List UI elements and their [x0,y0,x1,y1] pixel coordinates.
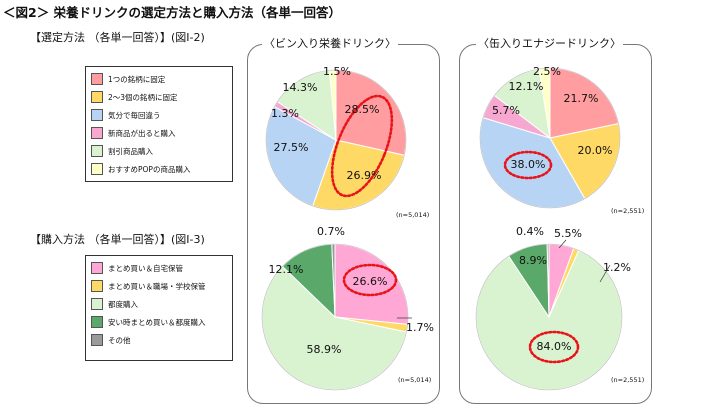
legend-label: その他 [108,335,131,345]
data-label: 28.5% [345,103,380,116]
legend-swatch [91,262,103,274]
highlight-ellipse [342,263,398,297]
data-label: 1.3% [271,107,299,120]
legend-swatch [91,73,103,85]
legend-item: その他 [91,333,131,347]
data-label: 12.1% [509,80,544,93]
legend-label: 2～3個の銘柄に固定 [108,92,178,102]
legend-swatch [91,109,103,121]
legend-item: おすすめPOPの商品購入 [91,162,190,176]
legend-item: 新商品が出ると購入 [91,126,176,140]
data-label: 38.0% [511,158,546,171]
legend-item: 1つの銘柄に固定 [91,72,165,86]
n-note-purchase-bin: (n=5,014) [398,376,432,384]
purchase-section-title: 【購入方法 （各単一回答）】(図Ⅰ-3) [30,233,205,246]
legend-swatch [91,91,103,103]
legend-item: まとめ買い＆自宅保管 [91,261,183,275]
data-label: 1.7% [406,321,434,334]
legend-swatch [91,280,103,292]
data-label: 20.0% [578,144,613,157]
legend-item: まとめ買い＆職場・学校保管 [91,279,206,293]
pie-chart-purchase-bin: 26.6% 1.7% 58.9% 12.1% 0.7% [261,225,434,391]
data-label: 26.6% [353,275,388,288]
legend-swatch [91,316,103,328]
legend-label: 新商品が出ると購入 [108,128,176,138]
selection-legend: 1つの銘柄に固定 2～3個の銘柄に固定 気分で毎回違う新商品が出ると購入 割引商品購入… [85,66,233,182]
legend-label: 割引商品購入 [108,146,153,156]
legend-item: 2～3個の銘柄に固定 [91,90,178,104]
data-label: 2.5% [533,65,561,78]
legend-swatch [91,127,103,139]
data-label: 14.3% [283,81,318,94]
legend-item: 割引商品購入 [91,144,153,158]
pie-chart-selection-bin: 28.5% 26.9% 27.5% 1.3% 14.3% 1.5% [265,65,407,211]
legend-item: 都度購入 [91,297,138,311]
leader-line [558,239,567,249]
pie-outline [475,243,623,391]
highlight-ellipse [503,150,553,180]
data-label: 1.2% [603,261,631,274]
data-label: 5.7% [492,104,520,117]
can-panel-title: 〈缶入りエナジードリンク〉 [476,35,623,51]
legend-label: 安い時まとめ買い＆都度購入 [108,317,206,327]
legend-label: 都度購入 [108,299,138,309]
highlight-ellipse [528,330,580,364]
leader-line [599,264,611,283]
data-label: 1.5% [323,65,351,78]
n-note-selection-can: (n=2,551) [611,207,645,215]
legend-swatch [91,298,103,310]
pie-chart-selection-can: 21.7% 20.0% 38.0% 5.7% 12.1% 2.5% [479,65,621,209]
legend-label: 1つの銘柄に固定 [108,74,166,84]
data-label: 21.7% [564,92,599,105]
purchase-legend: まとめ買い＆自宅保管まとめ買い＆職場・学校保管 都度購入安い時まとめ買い＆都度購入… [85,255,233,361]
data-label: 5.5% [554,227,582,240]
legend-label: まとめ買い＆自宅保管 [108,263,183,273]
n-note-purchase-can: (n=2,551) [611,376,645,384]
legend-swatch [91,145,103,157]
data-label: 58.9% [307,343,342,356]
pie-outline [479,67,621,209]
pie-outline [265,69,407,211]
data-label: 0.7% [317,225,345,238]
data-label: 8.9% [519,254,547,267]
legend-item: 気分で毎回違う [91,108,161,122]
data-label: 12.1% [269,263,304,276]
pie-outline [261,243,409,391]
data-label: 27.5% [274,141,309,154]
data-label: 26.9% [347,169,382,182]
data-label: 84.0% [537,340,572,353]
n-note-selection-bin: (n=5,014) [396,211,430,219]
data-label: 0.4% [516,225,544,238]
pie-chart-purchase-can: 5.5% 1.2% 84.0% 8.9% 0.4% [475,225,631,391]
legend-swatch [91,163,103,175]
legend-label: おすすめPOPの商品購入 [108,164,191,174]
bin-panel-title: 〈ビン入り栄養ドリンク〉 [262,35,398,51]
figure-title: ＜図2＞ 栄養ドリンクの選定方法と購入方法（各単一回答） [3,5,342,20]
legend-swatch [91,334,103,346]
legend-label: 気分で毎回違う [108,110,161,120]
legend-label: まとめ買い＆職場・学校保管 [108,281,206,291]
highlight-ellipse [330,94,394,198]
selection-section-title: 【選定方法 （各単一回答）】(図Ⅰ-2) [30,31,205,44]
legend-item: 安い時まとめ買い＆都度購入 [91,315,206,329]
